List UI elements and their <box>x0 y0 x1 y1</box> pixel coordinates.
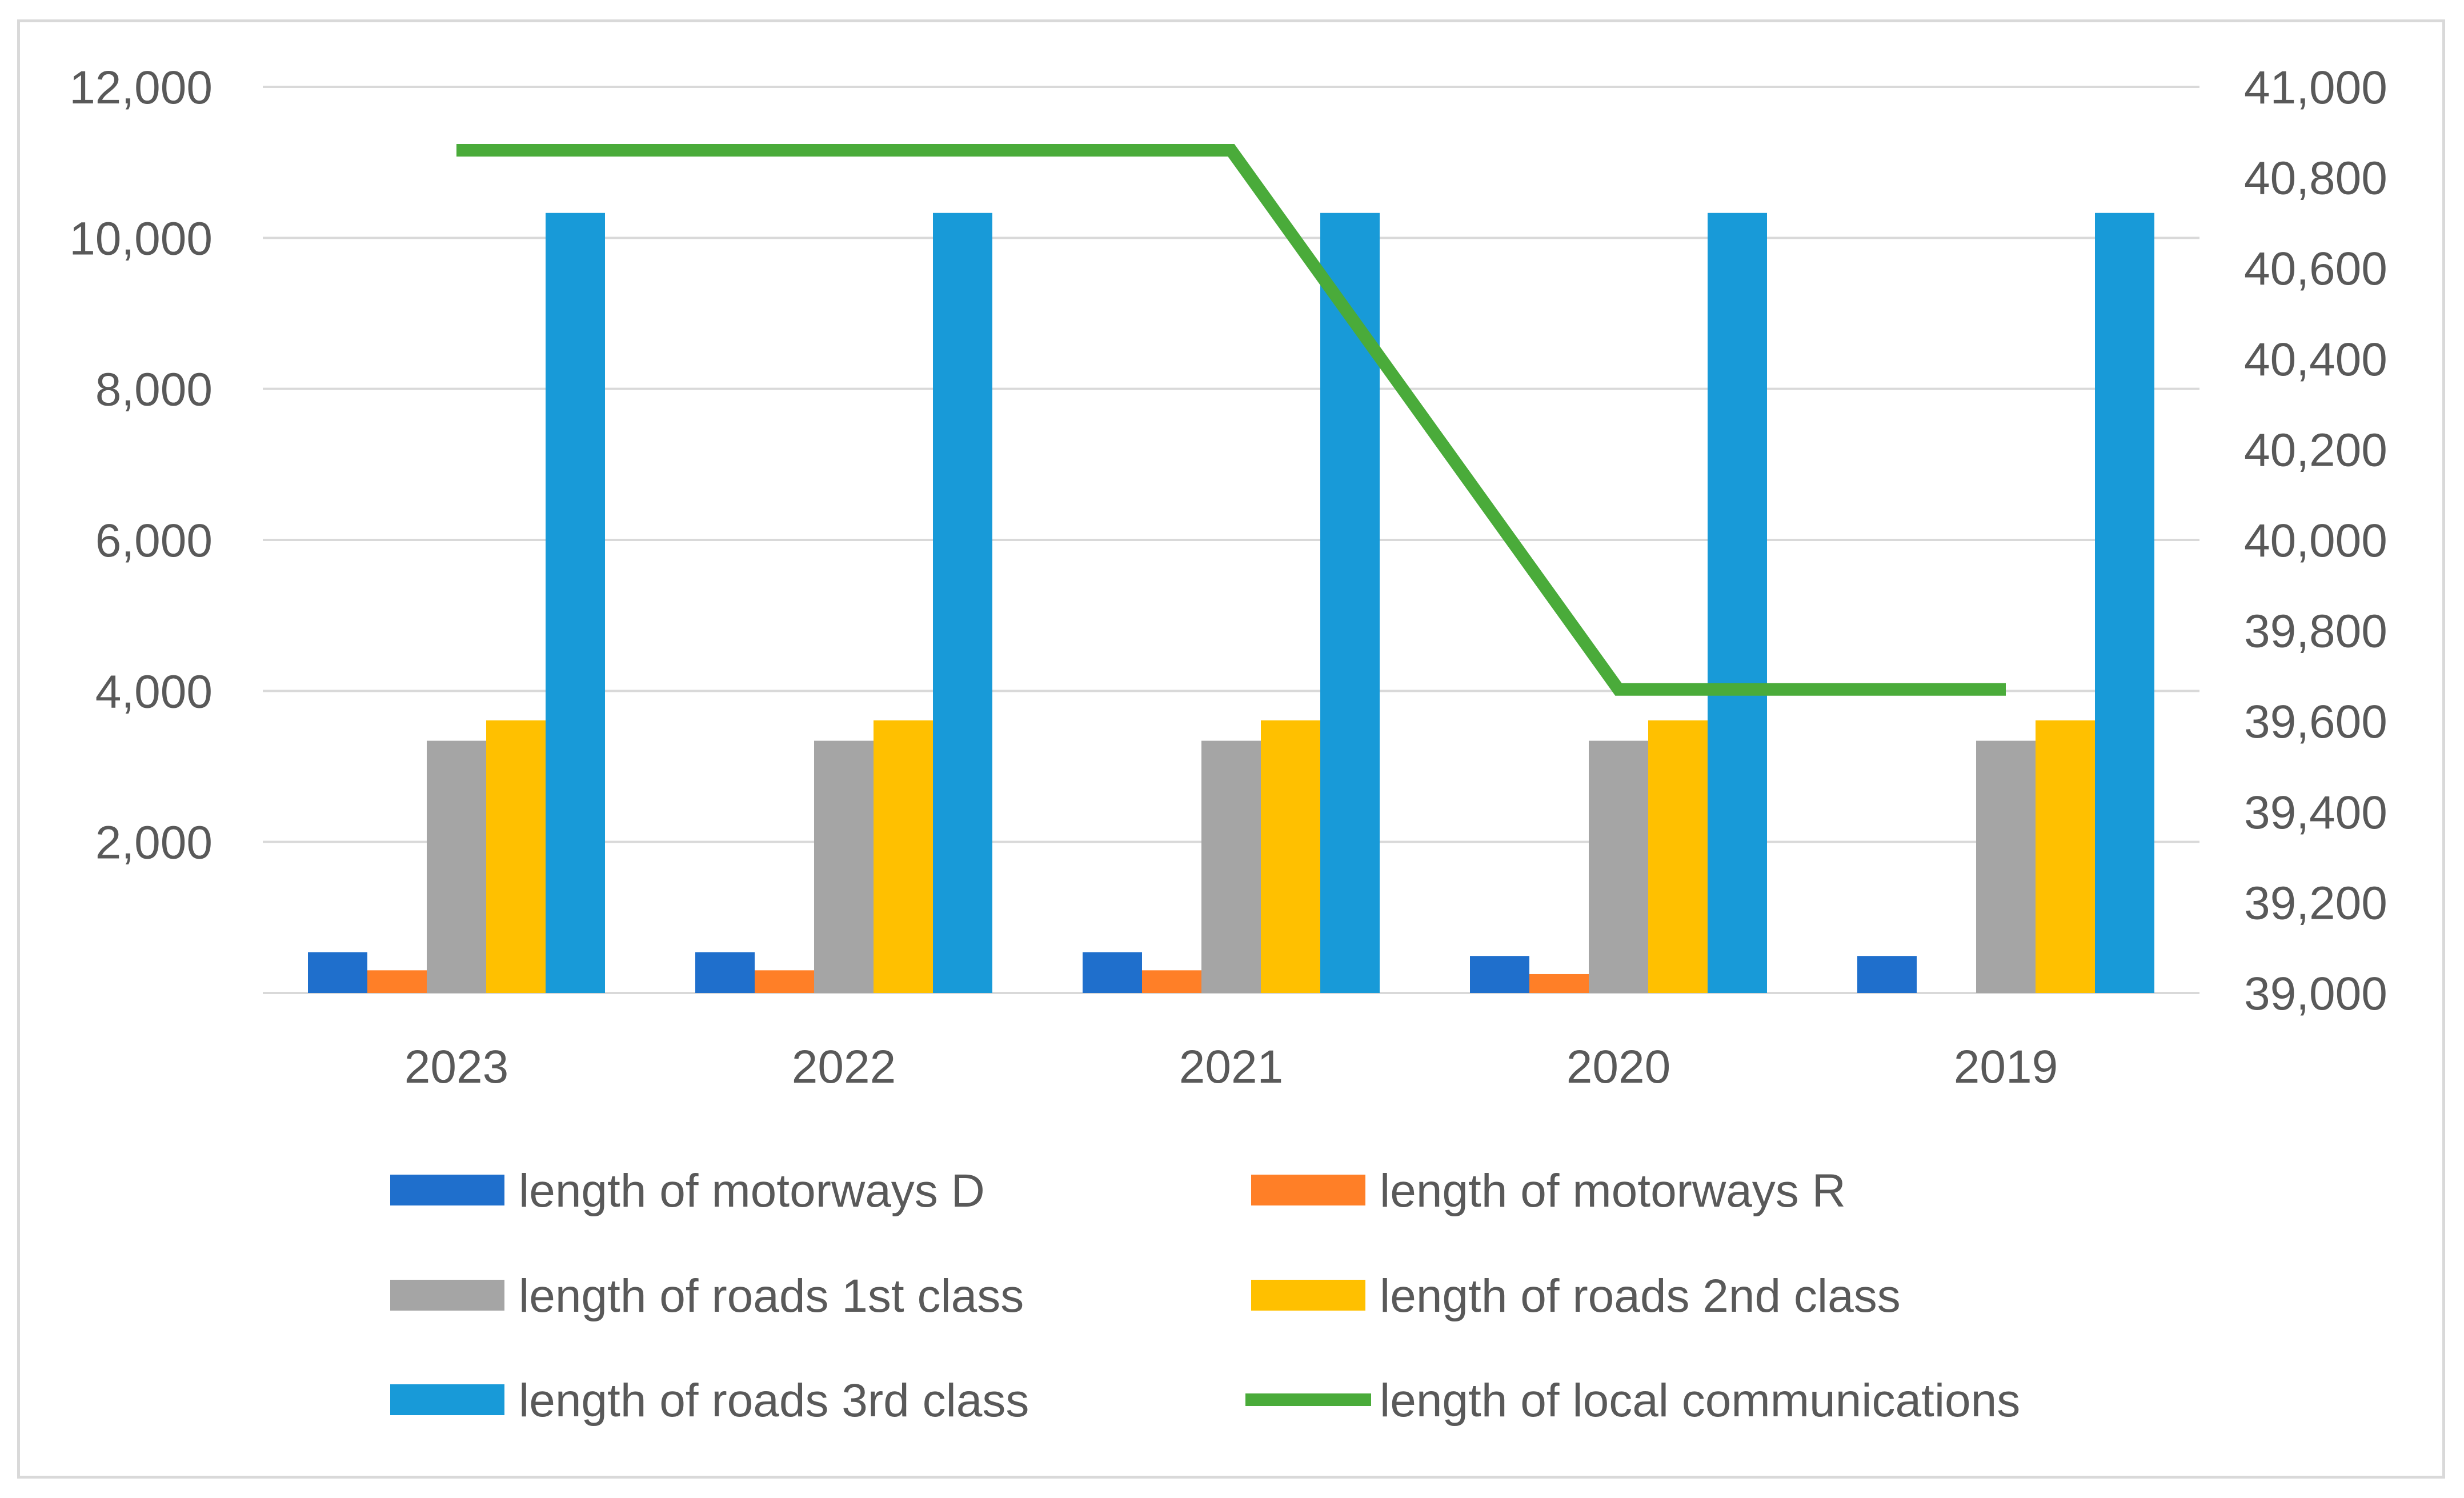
line-series-path <box>456 144 2006 696</box>
legend-label: length of local communications <box>1380 1375 2020 1427</box>
x-axis: 2023 2022 2021 2020 2019 <box>404 1041 2058 1093</box>
right-tick-label: 40,400 <box>2244 334 2387 386</box>
left-tick-label: 12,000 <box>69 62 213 114</box>
bar <box>1470 956 1529 993</box>
category-label: 2023 <box>404 1041 508 1093</box>
right-tick-label: 40,800 <box>2244 153 2387 205</box>
bar <box>2036 720 2095 993</box>
bar <box>695 952 755 993</box>
legend-swatch <box>390 1175 504 1205</box>
bar <box>1648 720 1708 993</box>
right-tick-label: 39,600 <box>2244 696 2387 748</box>
legend-swatch <box>1251 1280 1365 1311</box>
right-tick-label: 39,800 <box>2244 606 2387 658</box>
left-tick-label: 6,000 <box>95 515 213 567</box>
bar <box>1320 213 1380 994</box>
bar <box>1529 974 1589 993</box>
category-label: 2020 <box>1566 1041 1670 1093</box>
bar <box>367 970 427 993</box>
legend-label: length of motorways R <box>1380 1165 1846 1217</box>
bar <box>933 213 992 994</box>
bar <box>1142 970 1201 993</box>
category-label: 2022 <box>792 1041 896 1093</box>
bar <box>1261 720 1320 993</box>
bar <box>1083 952 1142 993</box>
bar <box>814 740 874 993</box>
right-tick-label: 39,200 <box>2244 877 2387 929</box>
right-tick-label: 40,000 <box>2244 515 2387 567</box>
legend-label: length of roads 3rd class <box>519 1375 1029 1427</box>
bar <box>1857 956 1917 993</box>
left-tick-label: 8,000 <box>95 364 213 416</box>
bar <box>755 970 814 993</box>
bar <box>2095 213 2154 994</box>
left-y-axis: 2,000 4,000 6,000 8,000 10,000 12,000 <box>69 62 213 869</box>
bar <box>486 720 546 993</box>
category-label: 2019 <box>1954 1041 2058 1093</box>
right-tick-label: 40,600 <box>2244 243 2387 295</box>
right-tick-label: 40,200 <box>2244 424 2387 476</box>
legend: length of motorways D length of motorways… <box>390 1165 2020 1427</box>
left-tick-label: 2,000 <box>95 817 213 869</box>
bar <box>308 952 367 993</box>
legend-swatch <box>390 1280 504 1311</box>
bar <box>427 740 486 993</box>
left-tick-label: 10,000 <box>69 213 213 265</box>
bar <box>546 213 605 994</box>
right-tick-label: 39,000 <box>2244 968 2387 1020</box>
bar <box>1201 740 1261 993</box>
legend-swatch <box>390 1384 504 1415</box>
bar <box>1589 740 1648 993</box>
right-tick-label: 39,400 <box>2244 787 2387 839</box>
left-tick-label: 4,000 <box>95 666 213 718</box>
right-y-axis: 39,000 39,200 39,400 39,600 39,800 40,000 40,2… <box>2244 62 2387 1020</box>
legend-label: length of roads 2nd class <box>1380 1270 1901 1322</box>
bar <box>1976 740 2036 993</box>
line-series <box>456 144 2006 696</box>
bar <box>874 720 933 993</box>
legend-swatch <box>1251 1175 1365 1205</box>
legend-label: length of roads 1st class <box>519 1270 1024 1322</box>
bar <box>1708 213 1767 994</box>
right-tick-label: 41,000 <box>2244 62 2387 114</box>
legend-label: length of motorways D <box>519 1165 985 1217</box>
bars <box>308 213 2154 994</box>
category-label: 2021 <box>1179 1041 1283 1093</box>
